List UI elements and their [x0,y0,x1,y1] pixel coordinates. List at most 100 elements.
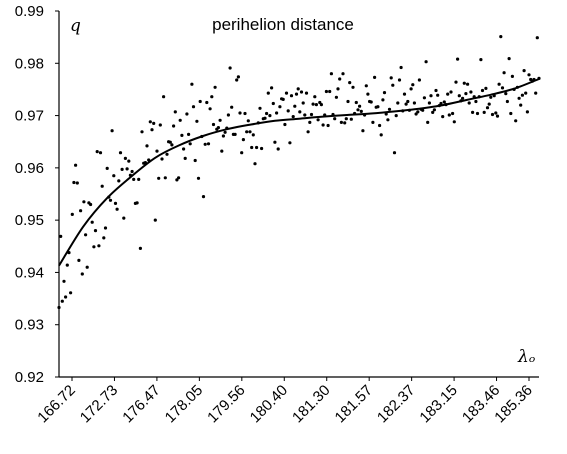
data-point [125,167,129,171]
data-point [313,95,317,99]
data-point [334,95,338,99]
data-point [165,152,169,156]
data-point [278,105,282,109]
data-point [173,110,177,114]
data-point [198,99,202,104]
data-point [525,110,530,114]
data-point [155,149,159,153]
data-point [69,291,73,295]
data-point [397,78,402,82]
data-point [386,118,390,122]
data-point [77,258,81,262]
data-point [351,85,355,89]
data-point [319,103,323,107]
data-point [298,110,302,114]
data-point [223,130,227,134]
y-tick-label: 0.97 [15,108,44,125]
data-point [412,101,416,105]
data-point [489,95,493,99]
y-tick-label: 0.92 [15,369,44,386]
x-tick-label: 180.40 [247,382,291,426]
data-point [103,226,108,230]
data-point [344,117,348,121]
data-point [461,96,465,100]
data-point [354,100,358,105]
data-point [268,114,272,118]
data-point [392,151,397,155]
data-point [447,113,451,117]
data-point [429,94,433,98]
data-point [238,111,242,115]
data-point [442,100,446,104]
y-tick-label: 0.99 [15,3,44,20]
data-point [471,110,475,114]
data-point [424,60,428,64]
data-point [329,72,333,76]
data-point [138,246,142,250]
data-point [206,142,211,146]
data-point [65,263,69,267]
data-point [177,176,181,180]
data-point [522,69,526,73]
data-point [427,101,431,105]
data-point [122,216,126,220]
data-point [348,81,352,85]
data-point [311,102,315,106]
data-point [328,89,332,94]
data-point [301,101,305,105]
data-point [281,97,285,101]
data-point [172,124,176,128]
data-point [98,151,103,155]
data-point [240,151,244,155]
data-point [211,122,216,127]
data-point [123,156,127,160]
data-point [84,233,88,237]
data-point [343,121,347,125]
data-point [228,66,232,70]
data-point [524,91,528,95]
data-point [474,99,478,104]
data-point [527,73,531,77]
y-tick-label: 0.96 [15,160,44,177]
data-point [92,245,96,249]
data-point [446,92,450,96]
data-point [112,174,116,178]
data-point [127,159,131,163]
x-tick-label: 176.47 [119,382,163,426]
data-point [145,144,149,148]
data-point [369,100,373,104]
data-point [309,112,314,117]
data-point [434,88,438,93]
data-point [394,114,398,118]
data-point [469,90,473,94]
data-point [80,272,84,276]
data-point [294,92,299,96]
data-point [422,96,426,100]
data-point [426,120,430,124]
data-point [100,184,104,188]
data-point [180,133,184,137]
data-point [296,87,300,91]
data-point [74,163,78,167]
data-point [475,111,480,116]
x-tick-label: 183.15 [416,382,460,426]
data-point [404,102,408,106]
data-point [338,77,342,81]
data-point [250,145,254,150]
y-axis-label: q [70,16,81,36]
data-point [381,98,385,102]
data-point [70,212,74,216]
data-point [178,118,182,122]
data-point [79,209,83,213]
y-tick-label: 0.95 [15,212,44,229]
data-point [183,156,187,160]
data-point [273,140,277,144]
data-point [371,120,375,124]
data-point [497,82,501,86]
data-point [185,112,189,116]
data-point [308,120,312,124]
data-point [64,295,68,299]
data-point [190,82,194,86]
data-point [203,142,207,146]
data-point [160,157,164,161]
